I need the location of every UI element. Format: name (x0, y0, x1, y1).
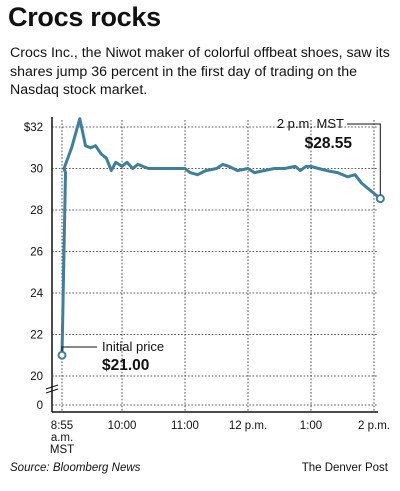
y-tick-label: 24 (30, 288, 43, 300)
x-tick-label: a.m. (51, 432, 73, 444)
grid-lines (52, 120, 378, 412)
x-tick-label: MST (50, 444, 74, 456)
annotation-initial-label: Initial price (102, 339, 164, 354)
axis-break-mark (45, 384, 59, 390)
annotation-final-label: 2 p.m. MST (277, 116, 344, 131)
chart-title: Crocs rocks (8, 2, 161, 32)
y-tick-label: 20 (30, 371, 43, 383)
source-note: Source: Bloomberg News (10, 462, 141, 474)
x-tick-label: 12 p.m. (229, 420, 267, 432)
y-tick-label: 30 (30, 164, 43, 176)
x-axis-ticks: 8:55a.m.MST 10:00 11:00 12 p.m. 1:00 2 p.m. (50, 420, 390, 456)
annotation-initial-value: $21.00 (102, 357, 149, 374)
price-series (57, 117, 385, 360)
y-tick-label: 0 (37, 400, 43, 412)
x-tick-label: 10:00 (108, 420, 137, 432)
x-tick-label: 8:55 (51, 420, 73, 432)
x-tick-label: 1:00 (300, 420, 322, 432)
start-point (57, 350, 67, 360)
axis-break-mark (45, 388, 59, 394)
annotation-final-value: $28.55 (305, 135, 353, 152)
annotations: Initial price $21.00 2 p.m. MST $28.55 (61, 116, 381, 374)
x-tick-label: 11:00 (171, 420, 199, 432)
annotation-leader (61, 346, 97, 352)
end-point (375, 194, 385, 204)
chart-subtitle: Crocs Inc., the Niwot maker of colorful … (10, 45, 390, 98)
y-axis-ticks: $32 30 28 26 24 22 20 0 (24, 122, 44, 412)
annotation-leader (347, 123, 381, 195)
y-tick-label: 22 (30, 330, 43, 342)
y-tick-label: 26 (30, 247, 43, 259)
plot-frame (45, 117, 378, 413)
publisher-credit: The Denver Post (301, 462, 388, 474)
y-tick-label: 28 (30, 205, 43, 217)
x-tick-label: 2 p.m. (358, 420, 390, 432)
series-line (60, 117, 382, 357)
y-tick-label: $32 (24, 122, 43, 134)
